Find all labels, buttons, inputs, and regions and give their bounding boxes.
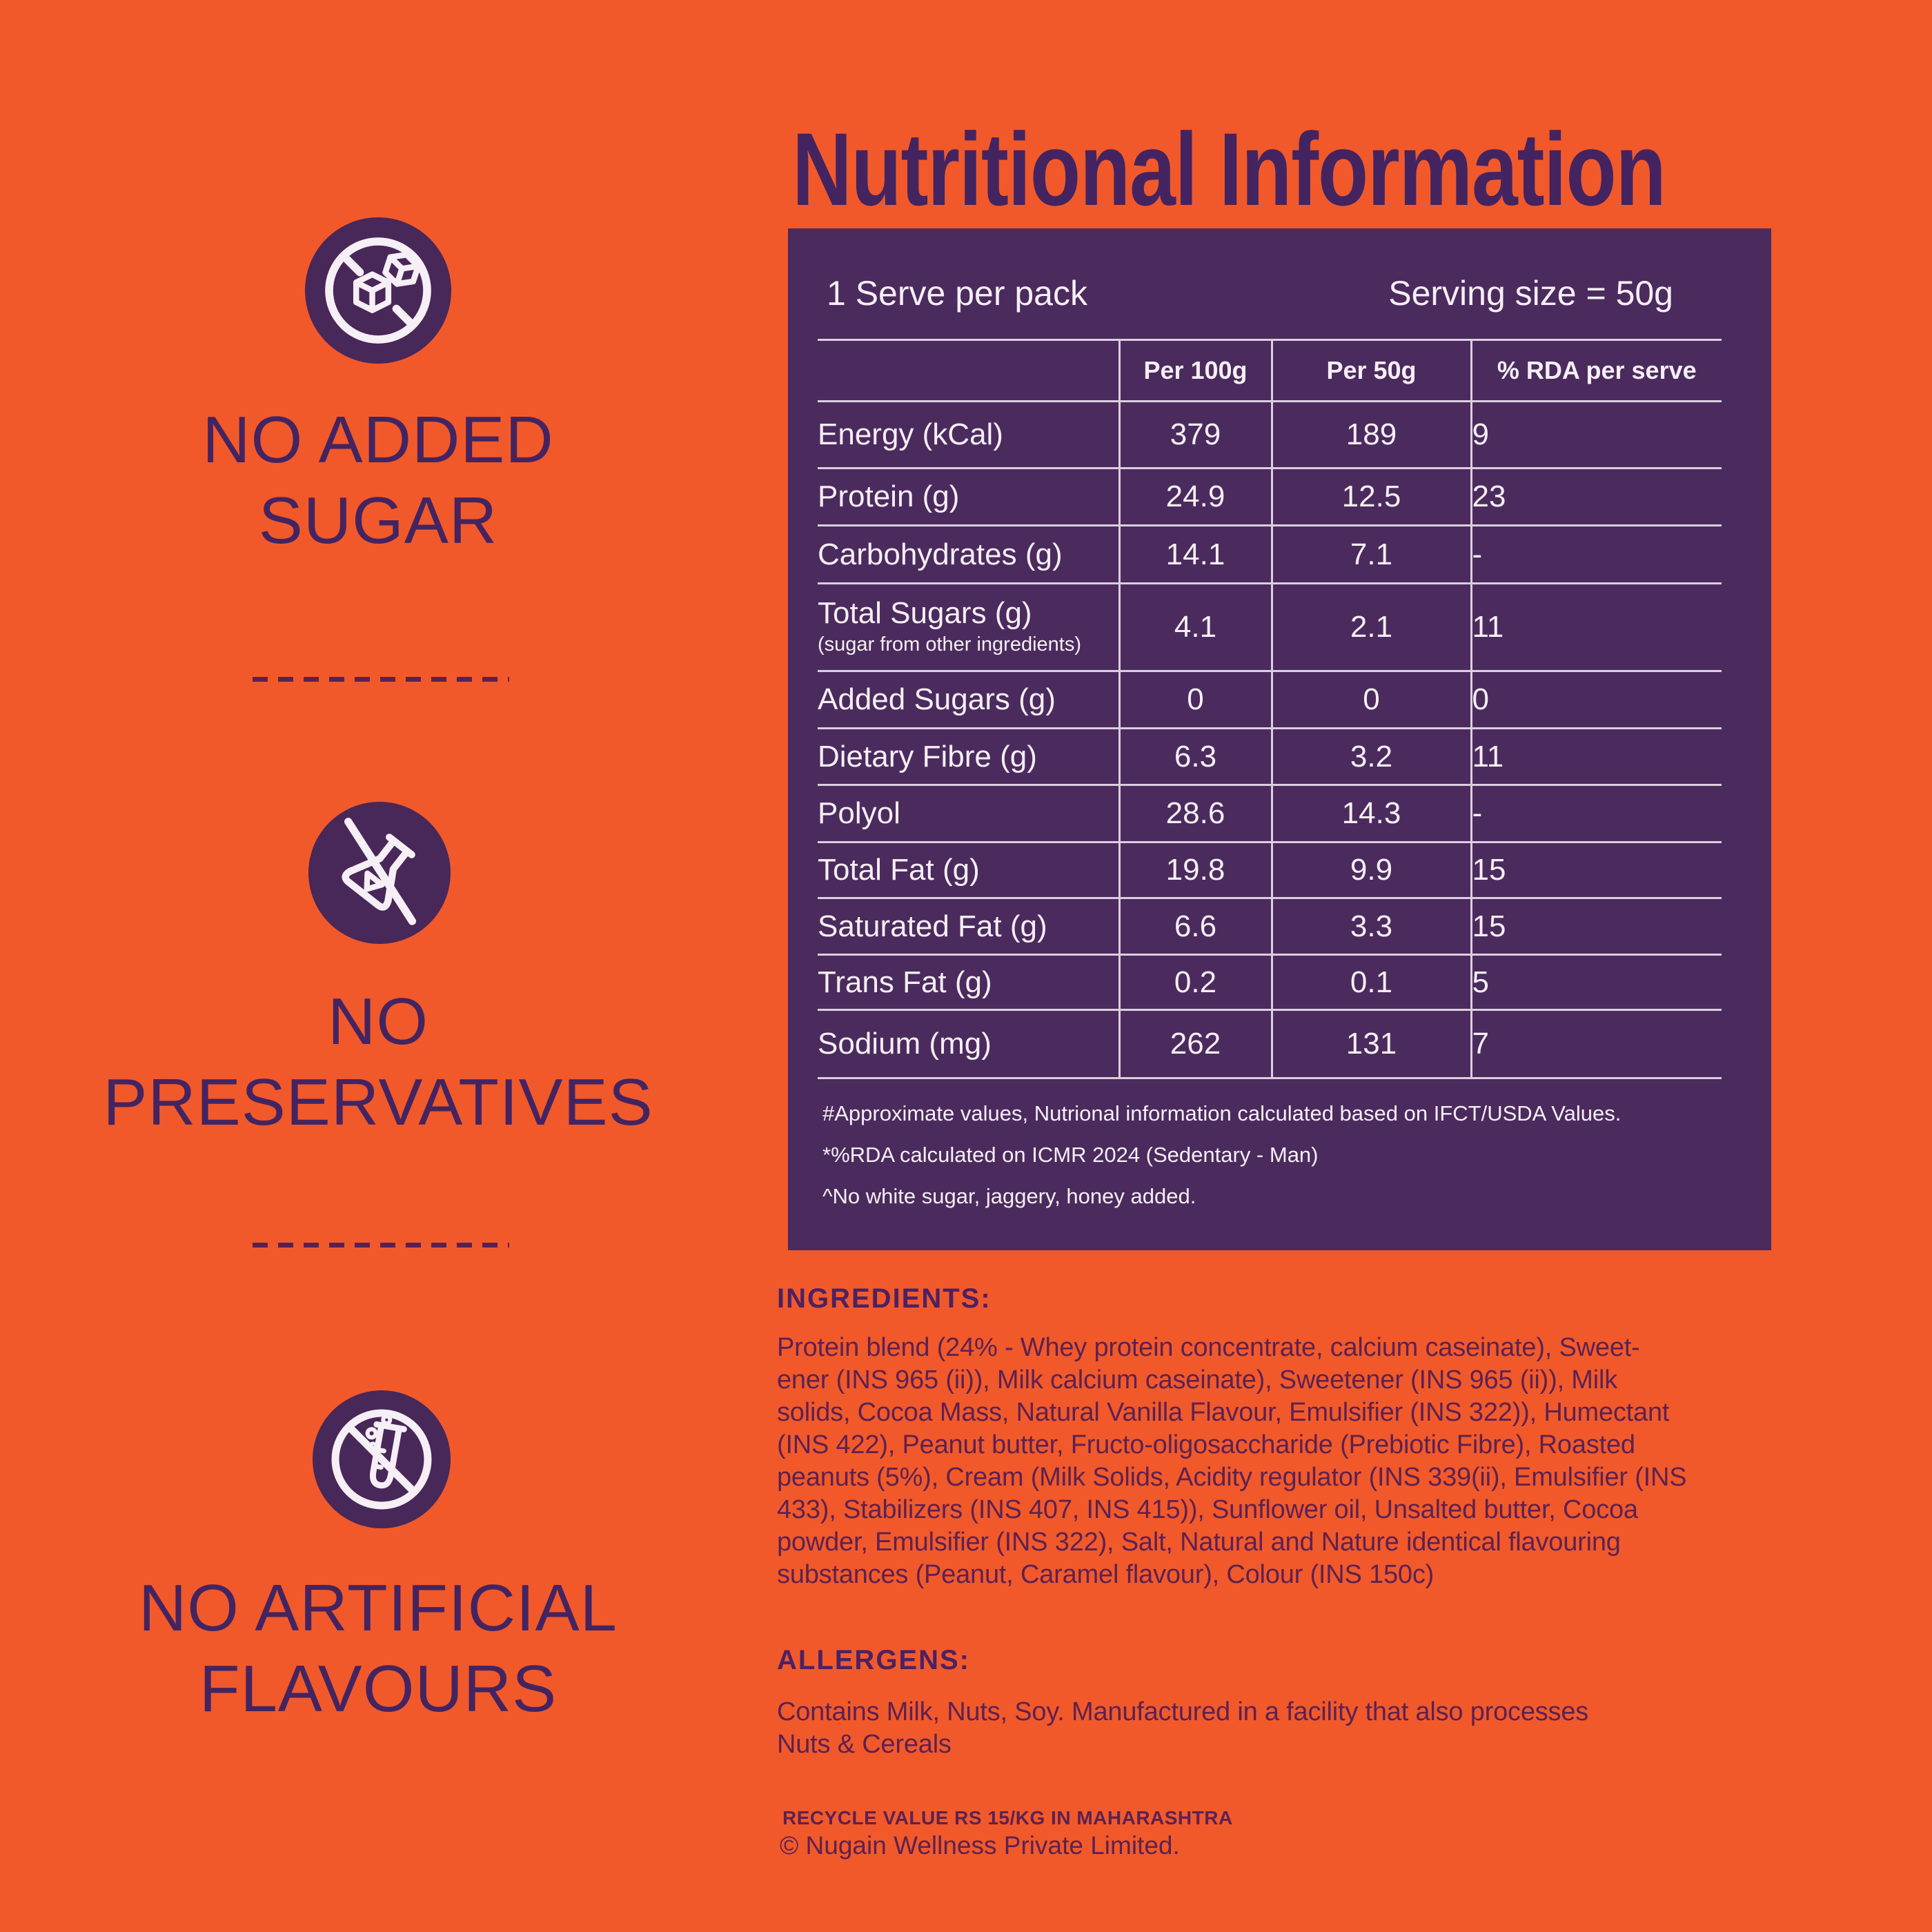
row-label: Protein (g) — [818, 467, 1119, 526]
row-rda: 5 — [1470, 954, 1722, 1010]
row-per100g: 262 — [1118, 1009, 1272, 1078]
copyright-text: © Nugain Wellness Private Limited. — [780, 1831, 1180, 1860]
table-row-total-sugars: Total Sugars (g) (sugar from other ingre… — [818, 582, 1722, 671]
table-row-energy: Energy (kCal) 379 189 9 — [818, 400, 1722, 469]
table-corner-cell — [818, 339, 1119, 402]
dashed-divider — [253, 1243, 509, 1248]
row-per100g: 14.1 — [1118, 524, 1272, 584]
allergens-heading: ALLERGENS: — [777, 1645, 970, 1675]
page-title: Nutritional Information — [792, 111, 1666, 227]
footnote-rda-basis: *%RDA calculated on ICMR 2024 (Sedentary… — [822, 1143, 1319, 1167]
row-per50g: 3.3 — [1270, 897, 1471, 955]
row-per100g: 0.2 — [1118, 954, 1272, 1010]
column-header-per100g: Per 100g — [1118, 339, 1272, 402]
no-artificial-flavours-icon — [313, 1390, 451, 1528]
row-rda: 15 — [1470, 841, 1722, 898]
row-rda: 11 — [1470, 727, 1722, 785]
recycle-value-text: RECYCLE VALUE RS 15/KG IN MAHARASHTRA — [782, 1807, 1233, 1828]
row-rda: 15 — [1470, 897, 1722, 955]
no-added-sugar-icon — [305, 217, 451, 364]
table-row-protein: Protein (g) 24.9 12.5 23 — [818, 467, 1722, 526]
table-row-sodium: Sodium (mg) 262 131 7 — [818, 1009, 1722, 1078]
row-label: Trans Fat (g) — [818, 954, 1119, 1010]
badge-label-no-artificial-flavours: NO ARTIFICIAL FLAVOURS — [138, 1571, 618, 1726]
table-row-trans-fat: Trans Fat (g) 0.2 0.1 5 — [818, 954, 1722, 1010]
column-header-rda: % RDA per serve — [1470, 339, 1722, 402]
row-label: Added Sugars (g) — [818, 670, 1119, 729]
row-rda: 11 — [1470, 582, 1722, 671]
row-label: Energy (kCal) — [818, 400, 1119, 469]
table-row-added-sugars: Added Sugars (g) 0 0 0 — [818, 670, 1722, 729]
row-label: Dietary Fibre (g) — [818, 727, 1119, 785]
row-per100g: 0 — [1118, 670, 1272, 729]
row-rda: - — [1470, 524, 1722, 584]
row-label-main: Total Sugars (g) — [818, 596, 1032, 630]
ingredients-heading: INGREDIENTS: — [777, 1283, 992, 1314]
row-label-sub: (sugar from other ingredients) — [818, 633, 1081, 656]
allergens-body: Contains Milk, Nuts, Soy. Manufactured i… — [777, 1697, 1589, 1759]
row-per50g: 14.3 — [1270, 784, 1471, 842]
table-row-carbohydrates: Carbohydrates (g) 14.1 7.1 - — [818, 524, 1722, 584]
nutrition-table: Per 100g Per 50g % RDA per serve Energy … — [818, 339, 1722, 1079]
row-label: Total Sugars (g) (sugar from other ingre… — [818, 582, 1119, 671]
serves-per-pack-text: 1 Serve per pack — [827, 274, 1087, 313]
row-rda: 0 — [1470, 670, 1722, 729]
row-label: Sodium (mg) — [818, 1009, 1119, 1078]
row-rda: - — [1470, 784, 1722, 842]
ingredients-body: Protein blend (24% - Whey protein concen… — [777, 1333, 1687, 1589]
row-rda: 9 — [1470, 400, 1722, 469]
row-per100g: 379 — [1118, 400, 1272, 469]
row-per100g: 28.6 — [1118, 784, 1272, 842]
row-per50g: 0.1 — [1270, 954, 1471, 1010]
row-per50g: 2.1 — [1270, 582, 1471, 671]
row-label: Polyol — [818, 784, 1119, 842]
dashed-divider — [253, 677, 509, 682]
table-row-polyol: Polyol 28.6 14.3 - — [818, 784, 1722, 842]
row-per50g: 9.9 — [1270, 841, 1471, 898]
row-label: Total Fat (g) — [818, 841, 1119, 898]
footnote-approximate-values: #Approximate values, Nutrional informati… — [822, 1101, 1621, 1125]
row-per50g: 0 — [1270, 670, 1471, 729]
row-per100g: 4.1 — [1118, 582, 1272, 671]
column-header-per50g: Per 50g — [1270, 339, 1471, 402]
row-per100g: 6.3 — [1118, 727, 1272, 785]
row-rda: 23 — [1470, 467, 1722, 526]
table-footnotes: #Approximate values, Nutrional informati… — [822, 1101, 1621, 1225]
serving-size-text: Serving size = 50g — [1388, 274, 1673, 313]
row-per100g: 19.8 — [1118, 841, 1272, 898]
table-row-saturated-fat: Saturated Fat (g) 6.6 3.3 15 — [818, 897, 1722, 955]
no-preservatives-icon — [308, 802, 451, 944]
table-row-dietary-fibre: Dietary Fibre (g) 6.3 3.2 11 — [818, 727, 1722, 785]
row-per50g: 131 — [1270, 1009, 1471, 1078]
footnote-no-sugar-added: ^No white sugar, jaggery, honey added. — [822, 1184, 1196, 1208]
row-per50g: 7.1 — [1270, 524, 1471, 584]
row-per100g: 24.9 — [1118, 467, 1272, 526]
table-row-total-fat: Total Fat (g) 19.8 9.9 15 — [818, 841, 1722, 898]
row-label: Saturated Fat (g) — [818, 897, 1119, 955]
badge-label-no-added-sugar: NO ADDED SUGAR — [202, 403, 554, 558]
row-label: Carbohydrates (g) — [818, 524, 1119, 584]
row-rda: 7 — [1470, 1009, 1722, 1078]
row-per50g: 12.5 — [1270, 467, 1471, 526]
row-per100g: 6.6 — [1118, 897, 1272, 955]
row-per50g: 189 — [1270, 400, 1471, 469]
badge-label-no-preservatives: NO PRESERVATIVES — [103, 985, 653, 1139]
row-per50g: 3.2 — [1270, 727, 1471, 785]
